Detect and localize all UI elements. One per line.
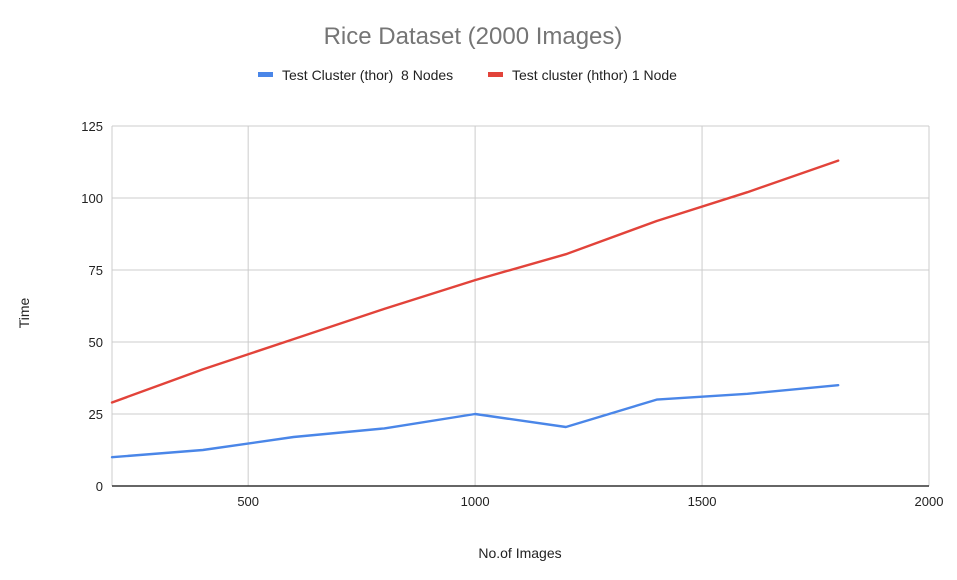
x-tick-label: 1500	[688, 494, 717, 509]
x-tick-label: 2000	[915, 494, 944, 509]
tick-labels: 0 25 50 75 100 125 500 1000 1500 2000	[81, 119, 943, 509]
chart-title: Rice Dataset (2000 Images)	[324, 23, 623, 50]
y-tick-label: 25	[89, 407, 103, 422]
legend-swatch-series-1	[258, 72, 273, 77]
series-line-1	[110, 384, 840, 459]
y-tick-label: 50	[89, 335, 103, 350]
series-line-2	[110, 159, 840, 404]
x-axis-label: No.of Images	[478, 545, 561, 561]
y-tick-label: 125	[81, 119, 103, 134]
y-tick-label: 75	[89, 263, 103, 278]
x-tick-label: 500	[237, 494, 259, 509]
legend-swatch-series-2	[488, 72, 503, 77]
y-tick-label: 0	[96, 479, 103, 494]
legend: Test Cluster (thor) 8 Nodes Test cluster…	[258, 67, 677, 83]
gridlines	[111, 125, 930, 486]
y-tick-label: 100	[81, 191, 103, 206]
y-axis-label: Time	[16, 297, 32, 328]
legend-label-series-2: Test cluster (hthor) 1 Node	[512, 67, 677, 83]
legend-label-series-1: Test Cluster (thor) 8 Nodes	[282, 67, 453, 83]
x-tick-label: 1000	[461, 494, 490, 509]
series-lines	[110, 159, 929, 487]
